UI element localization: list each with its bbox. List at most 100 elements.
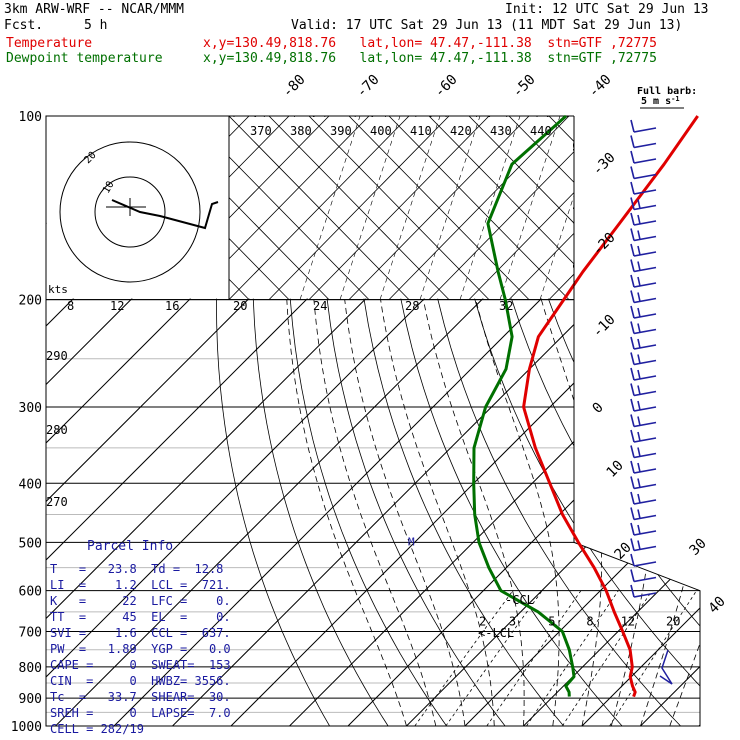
wind-barb-flag xyxy=(630,321,635,334)
pressure-tick-label: 200 xyxy=(19,294,42,309)
inset-diagonal-line xyxy=(0,116,9,300)
wind-barb-staff xyxy=(633,514,657,521)
wind-barb xyxy=(630,553,657,567)
pressure-tick-label: 700 xyxy=(19,626,42,641)
forecast-hours: 5 h xyxy=(84,18,108,33)
wind-barb-half xyxy=(637,245,641,256)
wind-barb-half xyxy=(637,199,641,209)
mixing-ratio-line xyxy=(609,590,697,726)
theta-label: 400 xyxy=(370,124,392,138)
wind-barb-half xyxy=(637,261,641,271)
wind-barb-staff xyxy=(633,437,657,443)
parcel-info-row: SREH = 0 LAPSE= 7.0 xyxy=(50,706,231,720)
wind-barb-staff xyxy=(633,235,657,242)
wind-barb xyxy=(630,212,657,226)
dewpoint-location: x,y=130.49,818.76 lat,lon= 47.47,-111.38… xyxy=(203,51,657,66)
wind-barb-staff xyxy=(633,266,657,273)
wind-barb-staff xyxy=(633,406,657,412)
left-theta-label: 290 xyxy=(46,349,68,363)
wind-barb-half xyxy=(637,323,641,333)
isotherm-label: -50 xyxy=(510,72,539,101)
wind-barb-staff xyxy=(633,189,657,195)
wind-barb xyxy=(630,150,657,164)
moist-adiabat-line xyxy=(640,299,700,726)
dry-adiabat-line xyxy=(566,116,700,726)
inset-scale-label: 32 xyxy=(499,299,513,313)
wind-barb-staff xyxy=(633,173,657,180)
isotherm-label: 0 xyxy=(590,400,607,417)
wind-barb-staff xyxy=(633,359,657,366)
wind-barb-half xyxy=(637,354,641,364)
dry-adiabat-line xyxy=(719,116,740,726)
pressure-tick-label: 400 xyxy=(19,477,42,492)
wind-barb-flag xyxy=(630,243,635,257)
wind-barb-half xyxy=(637,214,641,225)
wind-barb-staff xyxy=(633,297,657,304)
hodograph-ring-outer xyxy=(59,141,201,283)
parcel-marker: M xyxy=(408,535,415,548)
wind-barb xyxy=(630,429,657,443)
mixing-ratio-label: 8 xyxy=(586,615,593,629)
wind-barb-staff xyxy=(633,530,657,536)
dry-adiabat-line xyxy=(445,116,700,726)
wind-barb-half xyxy=(637,462,641,473)
wind-barb-flag xyxy=(630,538,635,551)
init-time: Init: 12 UTC Sat 29 Jun 13 xyxy=(505,2,709,17)
inset-diagonal-line xyxy=(468,116,574,224)
isotherm-line xyxy=(698,116,700,726)
wind-barb-half xyxy=(637,369,641,380)
wind-barb-flag xyxy=(630,522,635,536)
model-title: 3km ARW-WRF -- NCAR/MMM xyxy=(4,2,185,17)
wind-barb-flag xyxy=(630,181,635,195)
parcel-info-title: Parcel Info xyxy=(87,539,174,554)
isotherm-label: 20 xyxy=(612,540,635,563)
wind-barb-staff xyxy=(633,592,657,598)
wind-barb xyxy=(630,243,657,257)
parcel-info-row: Tc = 33.7 SHEAR= 30. xyxy=(50,690,231,704)
theta-label: 390 xyxy=(330,124,352,138)
wind-barb xyxy=(630,228,657,242)
valid-time: Valid: 17 UTC Sat 29 Jun 13 (11 MDT Sat … xyxy=(291,18,683,33)
wind-barb-flag xyxy=(630,336,635,350)
theta-label: 430 xyxy=(490,124,512,138)
wind-barb xyxy=(630,181,657,195)
isotherm-label: -20 xyxy=(590,230,619,259)
isotherm-label: -40 xyxy=(586,72,615,101)
wind-barb-flag xyxy=(630,584,635,598)
mixing-ratio-line xyxy=(414,590,514,726)
pressure-tick-label: 500 xyxy=(19,536,42,551)
mixing-ratio-label: 20 xyxy=(666,615,680,629)
dry-adiabat-line xyxy=(687,116,700,726)
parcel-info-row: K = 22 LFC = 0. xyxy=(50,594,231,608)
dry-adiabat-line xyxy=(215,116,330,726)
wind-barb-flag xyxy=(630,491,635,505)
parcel-info-row: T = 23.8 Td = 12.8 xyxy=(50,562,224,576)
inset-background xyxy=(47,117,573,299)
wind-barb-staff xyxy=(633,313,657,319)
wind-barb-flag xyxy=(630,383,635,396)
isotherm-line xyxy=(230,116,700,726)
dry-adiabat-line xyxy=(320,116,506,726)
wind-barb-flag xyxy=(630,166,635,179)
wind-barb-flag xyxy=(630,305,635,319)
wind-barb-half xyxy=(637,416,641,426)
left-theta-label: 270 xyxy=(46,495,68,509)
lcl-label: <-LCL xyxy=(478,626,514,640)
isotherm-line xyxy=(581,116,700,726)
isotherm-label: -60 xyxy=(432,72,461,101)
ccl-label: -CCL xyxy=(505,593,534,607)
inset-diagonal-line xyxy=(589,116,740,300)
inset-dashed-line xyxy=(660,116,720,300)
isotherm-label: 30 xyxy=(687,536,710,559)
inset-diagonal-line xyxy=(0,116,9,300)
moist-adiabat-line xyxy=(475,299,560,726)
inset-layer xyxy=(0,116,740,301)
wind-barb-flag xyxy=(630,569,635,582)
wind-barb-flag xyxy=(630,553,635,567)
inset-scale-label: 28 xyxy=(405,299,419,313)
wind-barb-flag xyxy=(630,352,635,365)
pressure-tick-label: 800 xyxy=(19,661,42,676)
wind-barb-half xyxy=(637,447,641,457)
wind-barb-staff xyxy=(633,390,657,397)
wind-barb-half xyxy=(637,276,641,287)
